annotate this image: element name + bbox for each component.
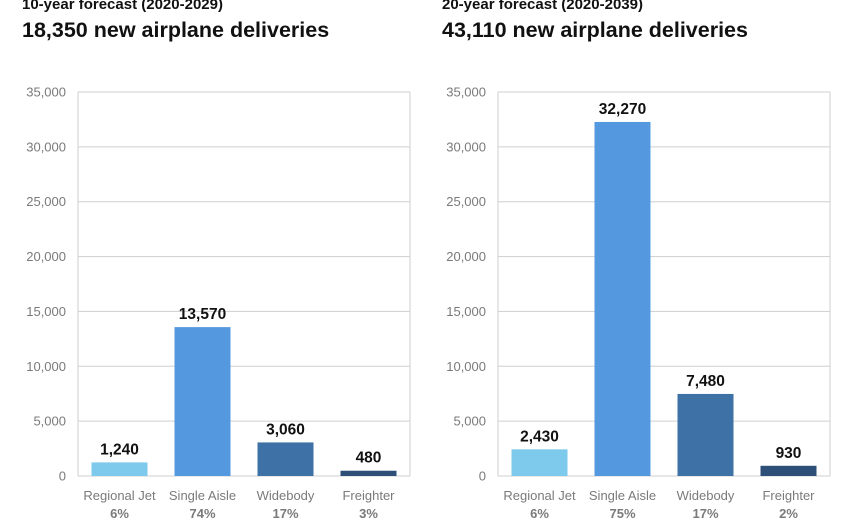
data-label: 2,430 [520, 428, 559, 445]
bar [91, 462, 148, 476]
y-tick-label: 35,000 [446, 85, 486, 100]
x-tick-label: Regional Jet [503, 488, 576, 503]
y-tick-label: 30,000 [446, 139, 486, 154]
bar [677, 393, 734, 476]
bar [594, 121, 651, 477]
y-tick-label: 5,000 [453, 414, 486, 429]
bar [340, 470, 397, 476]
x-tick-label: Freighter [762, 488, 815, 503]
data-label: 3,060 [266, 421, 305, 438]
bar [174, 327, 231, 476]
y-tick-label: 0 [59, 469, 66, 484]
bar [257, 442, 314, 476]
data-label: 13,570 [179, 306, 226, 323]
x-tick-label: Single Aisle [589, 488, 656, 503]
share-label: 75% [609, 506, 635, 521]
data-label: 7,480 [686, 373, 725, 390]
share-label: 6% [530, 506, 549, 521]
x-tick-label: Widebody [677, 488, 735, 503]
chart-subtitle: 10-year forecast (2020-2029) [22, 0, 223, 13]
y-tick-label: 25,000 [26, 194, 66, 209]
chart-panel-10-year: 10-year forecast (2020-2029) 18,350 new … [0, 0, 411, 531]
y-tick-label: 15,000 [26, 304, 66, 319]
data-label: 32,270 [599, 101, 646, 118]
data-label: 1,240 [100, 441, 139, 458]
bar [760, 465, 817, 476]
share-label: 3% [359, 506, 378, 521]
y-tick-label: 10,000 [446, 359, 486, 374]
x-tick-label: Widebody [257, 488, 315, 503]
chart-title: 43,110 new airplane deliveries [442, 18, 748, 42]
y-tick-label: 25,000 [446, 194, 486, 209]
share-label: 74% [189, 506, 215, 521]
y-tick-label: 20,000 [446, 249, 486, 264]
share-label: 17% [272, 506, 298, 521]
y-tick-label: 10,000 [26, 359, 66, 374]
y-tick-label: 0 [479, 469, 486, 484]
bar [511, 449, 568, 476]
share-label: 6% [110, 506, 129, 521]
y-tick-label: 30,000 [26, 139, 66, 154]
chart-subtitle: 20-year forecast (2020-2039) [442, 0, 643, 13]
share-label: 2% [779, 506, 798, 521]
x-tick-label: Freighter [342, 488, 395, 503]
chart-panel-20-year: 20-year forecast (2020-2039) 43,110 new … [420, 0, 831, 531]
y-tick-label: 15,000 [446, 304, 486, 319]
y-tick-label: 20,000 [26, 249, 66, 264]
bar-chart-10-year: 0 5,000 10,000 15,000 20,000 25,000 30,000 35,0… [26, 85, 411, 521]
x-tick-label: Regional Jet [83, 488, 156, 503]
x-tick-label: Single Aisle [169, 488, 236, 503]
share-label: 17% [692, 506, 718, 521]
y-tick-label: 5,000 [33, 414, 66, 429]
bar-chart-20-year: 0 5,000 10,000 15,000 20,000 25,000 30,000 35,0… [446, 85, 831, 521]
data-label: 930 [776, 445, 802, 462]
data-label: 480 [356, 450, 382, 467]
y-tick-label: 35,000 [26, 85, 66, 100]
chart-title: 18,350 new airplane deliveries [22, 18, 330, 42]
